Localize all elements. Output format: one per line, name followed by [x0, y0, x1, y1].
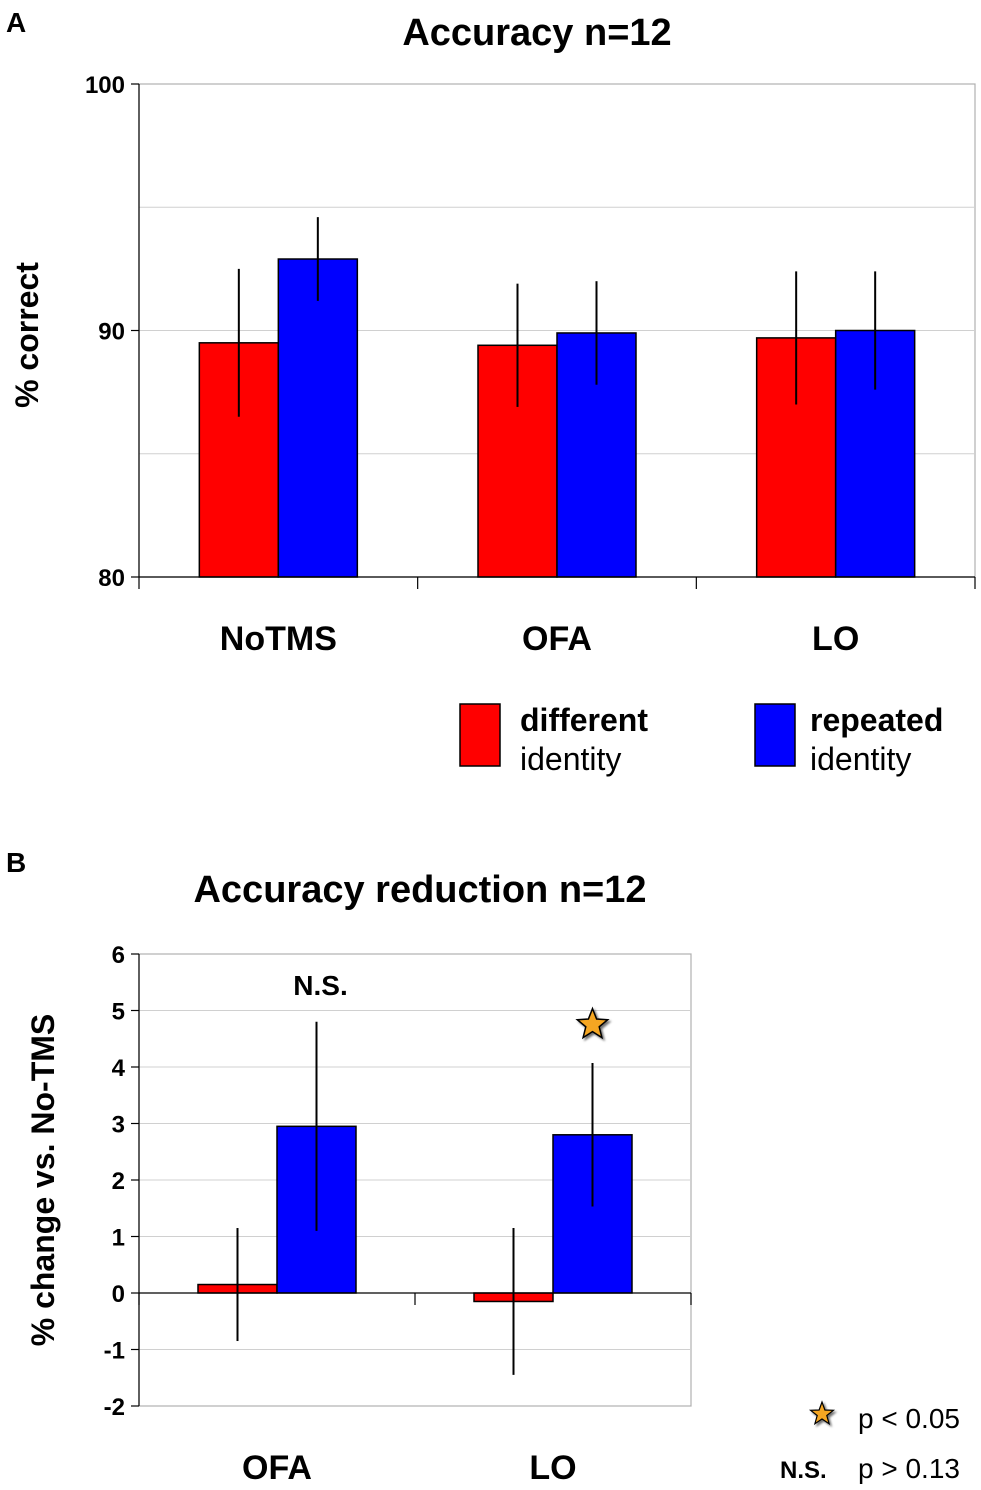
panel-b-annotations: N.S. [293, 970, 610, 1040]
y-tick-label: 6 [112, 942, 125, 969]
panel-b-axes: -2 -1 0 1 2 3 4 5 6 OFA LO [104, 942, 692, 1487]
significance-key: p < 0.05 N.S. p > 0.13 [780, 1400, 960, 1484]
y-tick-label: -1 [104, 1338, 125, 1365]
legend-repeated-sub: identity [810, 741, 911, 777]
panel-a-letter: A [6, 7, 26, 38]
category-label: NoTMS [220, 620, 337, 658]
legend-repeated-main: repeated [810, 702, 943, 738]
key-ns-label: p > 0.13 [858, 1453, 960, 1484]
ns-annotation: N.S. [293, 970, 347, 1001]
y-tick-label: 3 [112, 1112, 125, 1139]
y-tick-label: 4 [112, 1055, 126, 1082]
panel-a-bars [198, 217, 916, 578]
key-ns-symbol: N.S. [780, 1457, 827, 1484]
category-label: OFA [522, 620, 592, 658]
panel-a-legend: different identity repeated identity [459, 702, 943, 777]
legend-swatch-repeated [754, 703, 796, 767]
y-tick-label: 0 [112, 1281, 125, 1308]
category-label: LO [812, 620, 859, 658]
panel-b-y-axis-label: % change vs. No-TMS [25, 1014, 61, 1347]
y-tick-label: 1 [112, 1225, 125, 1252]
panel-b-title: Accuracy reduction n=12 [193, 869, 646, 911]
legend-different-main: different [520, 702, 648, 738]
bar-repeated-notms [277, 258, 359, 578]
key-star-icon [808, 1400, 836, 1426]
panel-b-letter: B [6, 847, 26, 878]
y-tick-label: 5 [112, 999, 125, 1026]
y-tick-label: 80 [98, 565, 125, 592]
panel-b-bars [197, 1021, 633, 1375]
panel-b: B Accuracy reduction n=12 -2 -1 0 1 2 3 4 5 6 OFA… [6, 847, 960, 1487]
panel-a: A Accuracy n=12 80 90 100 NoTMS OFA LO % corr… [6, 7, 976, 777]
legend-swatch-different [459, 703, 501, 767]
category-label: LO [529, 1449, 576, 1487]
key-star-label: p < 0.05 [858, 1403, 960, 1434]
category-label: OFA [242, 1449, 312, 1487]
y-tick-label: -2 [104, 1394, 125, 1421]
legend-different-sub: identity [520, 741, 621, 777]
y-tick-label: 100 [85, 72, 125, 99]
panel-a-title: Accuracy n=12 [402, 12, 671, 54]
panel-a-y-axis-label: % correct [9, 262, 45, 408]
significance-star-icon [575, 1006, 610, 1040]
y-tick-label: 90 [98, 319, 125, 346]
panel-a-axes: 80 90 100 NoTMS OFA LO [85, 72, 976, 658]
y-tick-label: 2 [112, 1168, 125, 1195]
